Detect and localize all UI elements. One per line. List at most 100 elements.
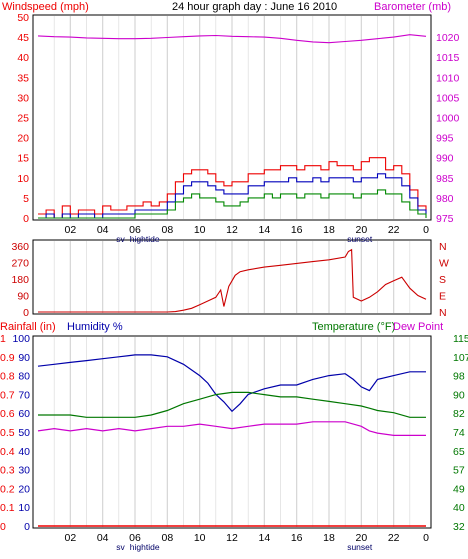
x-tick-label: 0 [423,532,429,544]
x-tick-label: 22 [388,532,400,544]
hightide-marker: hightide [130,542,160,552]
hightide-marker: hightide [130,234,160,244]
barometer-tick: 1000 [436,113,460,125]
panel-frame-3 [32,335,432,529]
rainfall-tick: 1 [0,333,6,345]
barometer-tick: 995 [436,133,454,145]
temperature-tick: 40 [453,502,465,514]
x-tick-label: 18 [323,532,335,544]
x-tick-label: 08 [161,224,173,236]
sunset-marker: sunset [347,542,373,552]
temperature-tick: 107 [453,352,468,364]
temperature-tick: 65 [453,446,465,458]
barometer-tick: 985 [436,173,454,185]
compass-tick: N [439,307,447,319]
x-tick-label: 18 [323,224,335,236]
x-tick-label: 0 [423,224,429,236]
windspeed-tick: 20 [17,133,29,145]
temperature-tick: 90 [453,389,465,401]
x-tick-label: 12 [226,532,238,544]
x-tick-label: 16 [291,532,303,544]
humidity-tick: 70 [18,389,30,401]
barometer-axis-title: Barometer (mb) [374,1,451,13]
series-temperature [38,391,426,418]
compass-tick: N [439,241,447,253]
rainfall-tick: 0.6 [0,408,15,420]
x-tick-label: 14 [258,532,270,544]
compass-tick: S [439,274,446,286]
series-direction [38,248,427,313]
direction-tick: 270 [11,258,29,270]
humidity-tick: 0 [24,521,30,533]
windspeed-tick: 15 [17,153,29,165]
x-tick-label: 04 [97,224,109,236]
compass-tick: E [439,291,446,303]
barometer-tick: 975 [436,213,454,225]
rainfall-axis-title: Rainfall (in) [0,321,56,333]
rainfall-tick: 0 [0,521,6,533]
humidity-tick: 10 [18,502,30,514]
x-tick-label: 02 [64,532,76,544]
windspeed-tick: 35 [17,72,29,84]
x-tick-label: 22 [388,224,400,236]
temperature-tick: 82 [453,408,465,420]
x-tick-label: 20 [355,224,367,236]
x-tick-label: 14 [258,224,270,236]
humidity-tick: 20 [18,483,30,495]
temperature-tick: 32 [453,521,465,533]
temperature-tick: 98 [453,371,465,383]
grid-layer [53,16,411,527]
x-tick-label: 06 [129,224,141,236]
rainfall-tick: 0.1 [0,502,15,514]
rainfall-tick: 0.7 [0,389,15,401]
panel-frames [32,14,432,529]
series-layer [37,34,427,527]
x-tick-label: 02 [64,224,76,236]
dewpoint-axis-title: Dew Point [393,321,443,333]
x-tick-label: 10 [194,532,206,544]
rainfall-tick: 0.3 [0,465,15,477]
temperature-axis-title: Temperature (°F) [312,321,395,333]
panel-frame-1 [32,14,432,221]
compass-tick: W [439,258,449,270]
barometer-tick: 1010 [436,72,460,84]
x-tick-label: 06 [129,532,141,544]
windspeed-tick: 45 [17,32,29,44]
x-tick-label: 20 [355,532,367,544]
windspeed-tick: 50 [17,12,29,24]
direction-tick: 180 [11,274,29,286]
temperature-tick: 74 [453,427,465,439]
sunrise-marker: sv [116,542,125,552]
windspeed-tick: 5 [23,193,29,205]
series-gust [38,157,427,219]
humidity-tick: 100 [12,333,30,345]
x-tick-label: 10 [194,224,206,236]
humidity-tick: 60 [18,408,30,420]
chart-title: 24 hour graph day : June 16 2010 [172,1,337,13]
x-tick-label: 08 [161,532,173,544]
sunrise-marker: sv [116,234,125,244]
windspeed-tick: 25 [17,113,29,125]
panel-frame-2 [32,239,432,315]
windspeed-tick: 40 [17,52,29,64]
temperature-tick: 115 [453,333,468,345]
series-low [38,189,427,219]
series-barometer [37,34,427,44]
humidity-tick: 90 [18,352,30,364]
windspeed-tick: 10 [17,173,29,185]
rainfall-tick: 0.2 [0,483,15,495]
x-tick-label: 16 [291,224,303,236]
series-humidity [37,354,426,413]
barometer-tick: 990 [436,153,454,165]
rainfall-tick: 0.8 [0,371,15,383]
barometer-tick: 980 [436,193,454,205]
rainfall-tick: 0.4 [0,446,15,458]
direction-tick: 90 [17,291,29,303]
barometer-tick: 1020 [436,32,460,44]
series-dewpoint [37,421,426,436]
windspeed-axis-title: Windspeed (mph) [2,1,89,13]
windspeed-tick: 30 [17,92,29,104]
ticks-layer: 02 04 06 08 10 12 14 16 18 20 22 0sv hightide sunset0… [0,12,468,552]
barometer-tick: 1015 [436,52,460,64]
